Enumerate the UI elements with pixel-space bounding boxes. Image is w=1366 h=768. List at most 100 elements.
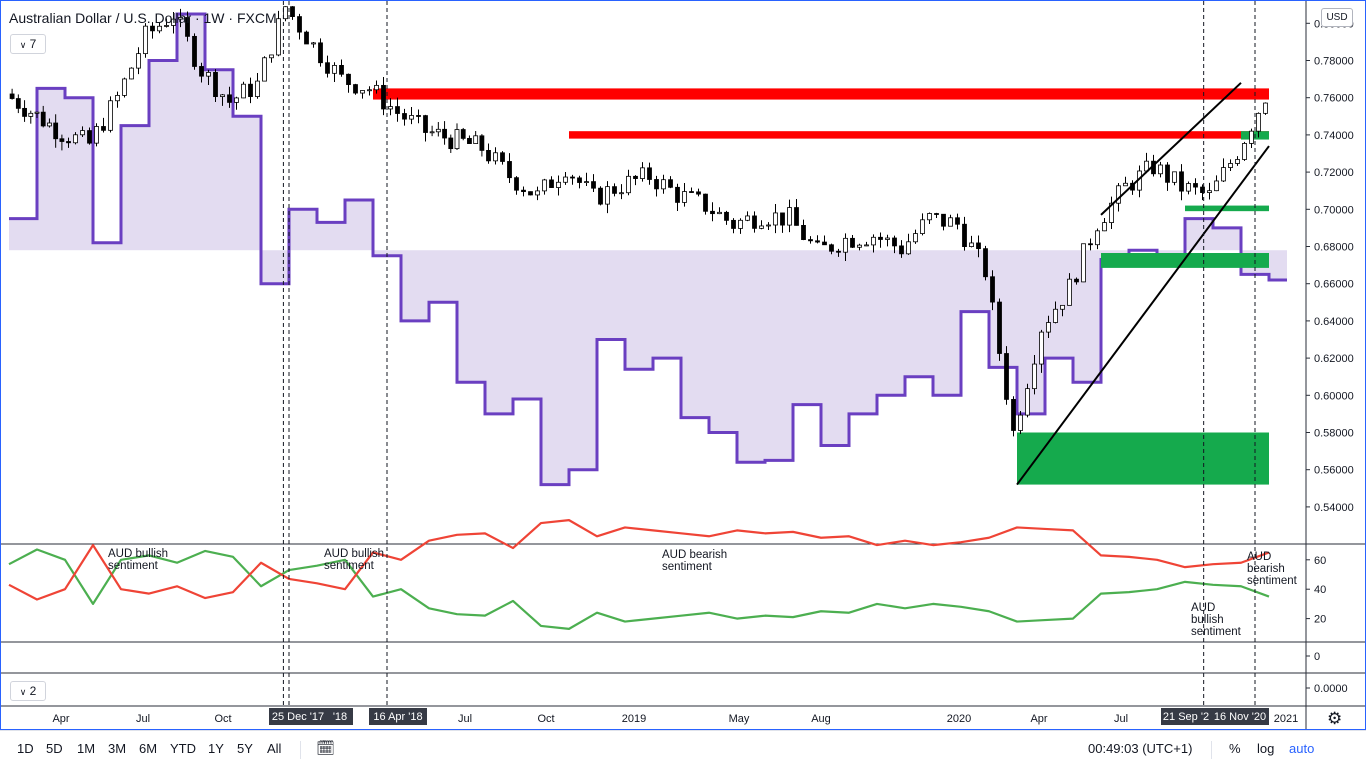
candle — [1193, 183, 1198, 188]
candle — [255, 80, 260, 97]
candle — [514, 177, 519, 191]
candle — [157, 25, 162, 32]
candle — [304, 31, 309, 45]
time-highlight-label: 16 Nov '20 — [1214, 711, 1266, 723]
price-tick-label: 0 — [1314, 1, 1320, 2]
sentiment-annotation: AUD bullish sentiment — [324, 548, 384, 572]
candle — [22, 107, 27, 117]
range-all[interactable]: All — [267, 741, 282, 756]
candle — [619, 192, 624, 195]
candle — [815, 240, 820, 243]
time-tick-label: Jul — [136, 713, 150, 725]
candle — [927, 213, 932, 221]
candle — [990, 276, 995, 303]
range-1m[interactable]: 1M — [77, 741, 96, 756]
gear-icon[interactable]: ⚙ — [1327, 709, 1343, 728]
candle — [367, 89, 372, 92]
candle — [136, 53, 141, 69]
candle — [388, 106, 393, 110]
range-1y[interactable]: 1Y — [208, 741, 224, 756]
indicator-badge[interactable]: ∨ 2 — [10, 681, 46, 701]
range-3m[interactable]: 3M — [108, 741, 127, 756]
time-tick-label: Oct — [537, 713, 554, 725]
time-tick-label: Jul — [1114, 713, 1128, 725]
time-tick-label: 2019 — [622, 713, 646, 725]
candle — [290, 6, 295, 17]
range-5y[interactable]: 5Y — [237, 741, 253, 756]
candle — [696, 191, 701, 195]
candle — [857, 244, 862, 248]
time-highlight-label: '18 — [333, 711, 347, 723]
candle — [850, 237, 855, 248]
candle — [213, 72, 218, 98]
positioning-fill — [485, 250, 513, 414]
positioning-fill — [401, 250, 429, 321]
candle — [808, 239, 813, 242]
candle — [1235, 159, 1240, 164]
candle — [129, 67, 134, 80]
price-tick-label: 0.74000 — [1314, 130, 1354, 142]
candle — [941, 213, 946, 227]
time-highlight-box — [1161, 708, 1211, 725]
positioning-line — [9, 12, 1287, 487]
price-tick-label: 0.60000 — [1314, 390, 1354, 402]
clock-readout: 00:49:03 (UTC+1) — [1088, 741, 1193, 756]
candle — [460, 129, 466, 139]
chevron-down-icon: ∨ — [19, 40, 27, 50]
candle — [1004, 353, 1009, 400]
candle — [724, 211, 729, 221]
positioning-fill — [905, 250, 933, 377]
candle — [269, 54, 274, 59]
divider — [1211, 741, 1212, 759]
auto-toggle[interactable]: auto — [1289, 741, 1315, 756]
candle — [1200, 186, 1205, 193]
positioning-fill — [933, 250, 961, 396]
date-range-icon[interactable]: 🗓 — [316, 740, 336, 757]
positioning-fill — [1073, 250, 1101, 383]
range-1d[interactable]: 1D — [17, 741, 34, 756]
candle — [248, 83, 253, 97]
time-highlight-box — [327, 708, 353, 725]
positioning-fill — [429, 250, 457, 303]
candle — [241, 83, 246, 99]
price-tick-label: 0.68000 — [1314, 242, 1354, 254]
candle — [1172, 171, 1177, 183]
candle — [549, 179, 554, 188]
bottom-toolbar: 1D 5D 1M 3M 6M YTD 1Y 5Y All 🗓 00:49:03 … — [0, 730, 1366, 768]
candle — [1095, 230, 1100, 246]
candle — [346, 73, 351, 85]
range-6m[interactable]: 6M — [139, 741, 158, 756]
price-tick-label: 0.64000 — [1314, 316, 1354, 328]
candle — [1179, 171, 1184, 192]
range-5d[interactable]: 5D — [46, 741, 63, 756]
candle — [556, 181, 561, 188]
price-tick-label: 0.66000 — [1314, 279, 1354, 291]
indicator-badge[interactable]: ∨ 7 — [10, 34, 46, 54]
positioning-fill — [597, 250, 625, 340]
log-toggle[interactable]: log — [1257, 741, 1275, 756]
candle — [948, 217, 953, 227]
candle — [962, 223, 967, 247]
candle — [633, 175, 638, 179]
candle — [976, 242, 981, 250]
candle — [479, 135, 485, 151]
candle — [353, 84, 358, 94]
candle — [143, 25, 148, 55]
trendline — [1100, 82, 1242, 216]
range-ytd[interactable]: YTD — [170, 741, 196, 756]
candle — [339, 64, 344, 75]
currency-button[interactable]: USD — [1321, 8, 1353, 27]
price-chart[interactable]: AUD bullish sentiment AUD bullish sentiment… — [1, 1, 1365, 729]
positioning-fill — [625, 250, 653, 370]
price-tick-label: 0.72000 — [1314, 167, 1354, 179]
time-highlight-label: 25 Dec '17 — [272, 711, 324, 723]
percent-toggle[interactable]: % — [1229, 741, 1241, 756]
sentiment-annotation: AUD bullish sentiment — [1191, 602, 1242, 638]
positioning-fill — [177, 14, 205, 251]
candle — [276, 18, 281, 56]
positioning-fill — [569, 250, 597, 470]
price-tick-label: 0.62000 — [1314, 353, 1354, 365]
time-tick-label: Aug — [811, 713, 831, 725]
candle — [591, 181, 596, 189]
positioning-fill — [345, 200, 373, 251]
